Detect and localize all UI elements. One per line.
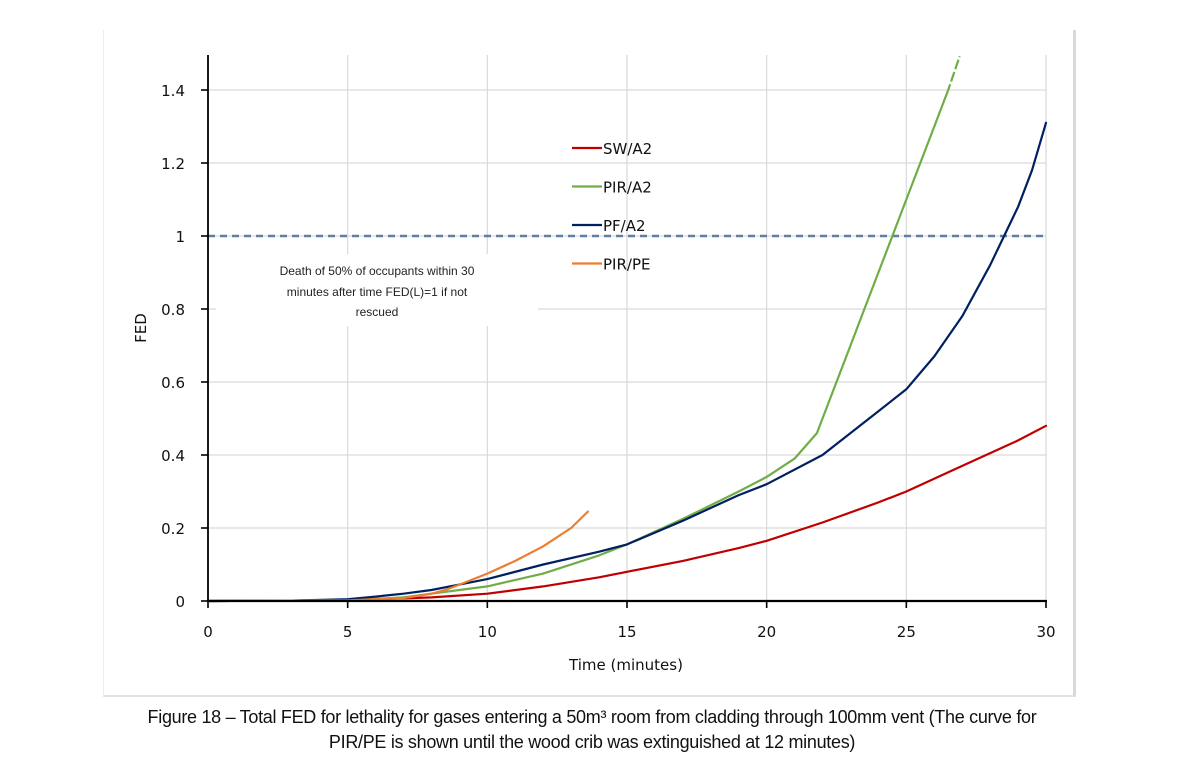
y-tick-label: 0.2 [161, 520, 185, 538]
legend-label: PF/A2 [603, 217, 646, 235]
x-tick-label: 20 [757, 623, 776, 641]
x-tick-label: 5 [343, 623, 353, 641]
axes: 0 0.2 0.4 0.6 0.8 1 1.2 1.4 0 5 10 15 20 25 30 [161, 55, 1056, 641]
legend-label: PIR/A2 [603, 179, 652, 197]
y-tick-label: 0.4 [161, 447, 185, 465]
figure-caption: Figure 18 – Total FED for lethality for … [0, 705, 1184, 755]
x-tick-label: 10 [478, 623, 497, 641]
x-tick-label: 30 [1036, 623, 1055, 641]
x-axis-title: Time (minutes) [568, 656, 683, 674]
y-tick-label: 0 [175, 593, 185, 611]
y-axis-title: FED [132, 313, 150, 343]
gridlines [208, 55, 1047, 601]
annotation-line-1: Death of 50% of occupants within 30 [280, 264, 475, 278]
y-tick-label: 0.6 [161, 374, 185, 392]
legend-label: PIR/PE [603, 256, 650, 274]
y-tick-label: 0.8 [161, 301, 185, 319]
caption-line-2: PIR/PE is shown until the wood crib was … [328, 732, 856, 752]
x-tick-label: 0 [203, 623, 213, 641]
legend-label: SW/A2 [603, 140, 652, 158]
chart-frame [103, 30, 1076, 697]
y-tick-label: 1 [175, 228, 185, 246]
annotation-line-2: minutes after time FED(L)=1 if not [287, 285, 468, 299]
legend: SW/A2 PIR/A2 PF/A2 PIR/PE [572, 140, 652, 274]
series-line-pir-a2 [206, 55, 961, 603]
fed-chart: Death of 50% of occupants within 30 minu… [132, 55, 1056, 674]
series-line-pf-a2 [206, 121, 1048, 603]
caption-line-1: Figure 18 – Total FED for lethality for … [147, 707, 1037, 727]
y-tick-label: 1.4 [161, 82, 185, 100]
annotation-line-3: rescued [356, 305, 399, 319]
y-tick-label: 1.2 [161, 155, 185, 173]
annotation: Death of 50% of occupants within 30 minu… [216, 254, 538, 326]
x-tick-label: 25 [897, 623, 916, 641]
x-tick-label: 15 [617, 623, 636, 641]
annotation-background [216, 254, 538, 326]
